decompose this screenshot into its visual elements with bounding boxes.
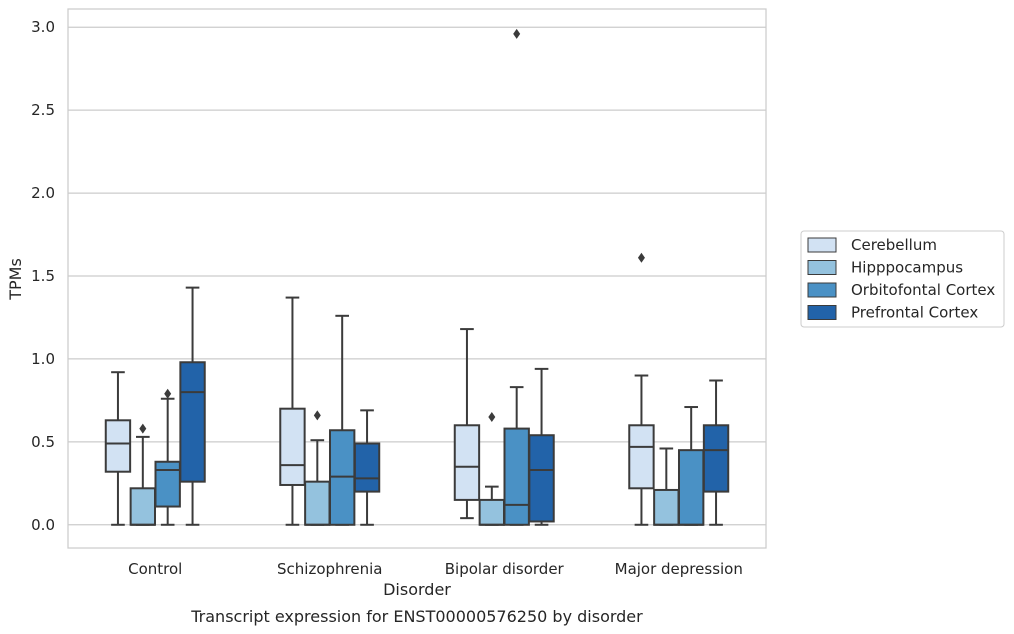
- legend-swatch: [807, 305, 837, 320]
- legend-label: Cerebellum: [851, 236, 937, 254]
- y-tick-label: 3.0: [31, 18, 55, 36]
- outlier-point: [513, 28, 521, 39]
- box-iqr: [653, 488, 680, 526]
- box-prefrontal-cortex: [353, 409, 381, 526]
- box-iqr: [129, 487, 157, 526]
- legend-swatch: [807, 237, 837, 253]
- outlier-point: [637, 252, 645, 263]
- y-axis-title: TPMs: [6, 258, 25, 301]
- box-iqr: [304, 480, 331, 526]
- legend: Cerebellum Hipppocampus Orbitofontal Corte…: [800, 230, 1005, 328]
- y-tick-label: 2.0: [31, 184, 55, 202]
- box-cerebellum: [279, 296, 306, 526]
- legend-label: Hipppocampus: [851, 259, 963, 277]
- legend-swatch: [807, 260, 837, 275]
- box-iqr: [702, 424, 730, 493]
- box-hipppocampus: [304, 410, 331, 526]
- box-iqr: [503, 427, 530, 526]
- gridlines: [68, 26, 766, 526]
- y-tick-label: 1.0: [31, 350, 55, 368]
- x-tick-label: Major depression: [615, 560, 743, 578]
- outlier-point: [164, 388, 172, 399]
- box-orbitofontal-cortex: [503, 28, 530, 526]
- box-cerebellum: [628, 252, 655, 526]
- box-plot-area: [104, 28, 730, 526]
- y-tick-label: 1.5: [31, 267, 55, 285]
- box-cerebellum: [453, 328, 481, 520]
- box-iqr: [279, 407, 306, 486]
- box-iqr: [104, 419, 132, 473]
- box-prefrontal-cortex: [528, 367, 555, 526]
- box-iqr: [677, 449, 705, 526]
- box-iqr: [528, 434, 555, 523]
- box-orbitofontal-cortex: [328, 314, 356, 526]
- y-axis-ticks: 0.0 0.5 1.0 1.5 2.0 2.5 3.0: [31, 18, 55, 534]
- outlier-point: [488, 411, 496, 422]
- x-tick-label: Schizophrenia: [277, 560, 382, 578]
- box-iqr: [353, 442, 381, 493]
- legend-label: Prefrontal Cortex: [851, 304, 978, 322]
- plot-frame: [67, 8, 767, 549]
- x-tick-label: Control: [128, 560, 182, 578]
- box-orbitofontal-cortex: [154, 388, 181, 526]
- box-prefrontal-cortex: [702, 379, 730, 526]
- legend-frame: [800, 230, 1005, 328]
- outlier-point: [313, 410, 321, 421]
- box-orbitofontal-cortex: [677, 406, 705, 526]
- box-iqr: [179, 361, 206, 483]
- y-tick-label: 0.5: [31, 433, 55, 451]
- box-prefrontal-cortex: [179, 286, 206, 526]
- outlier-point: [139, 423, 147, 434]
- box-hipppocampus: [478, 411, 506, 526]
- box-cerebellum: [104, 371, 132, 526]
- legend-swatch: [807, 282, 837, 298]
- y-tick-label: 2.5: [31, 101, 55, 119]
- legend-label: Orbitofontal Cortex: [851, 281, 995, 299]
- x-axis-ticks: Control Schizophrenia Bipolar disorder Majo…: [128, 560, 743, 578]
- box-iqr: [628, 424, 655, 490]
- box-iqr: [154, 460, 181, 508]
- box-iqr: [453, 424, 481, 501]
- y-tick-label: 0.0: [31, 516, 55, 534]
- box-hipppocampus: [129, 423, 157, 526]
- box-hipppocampus: [653, 447, 680, 526]
- box-iqr: [478, 498, 506, 526]
- x-axis-title: Disorder: [383, 580, 451, 599]
- x-tick-label: Bipolar disorder: [445, 560, 565, 578]
- figure-caption: Transcript expression for ENST0000057625…: [190, 607, 643, 626]
